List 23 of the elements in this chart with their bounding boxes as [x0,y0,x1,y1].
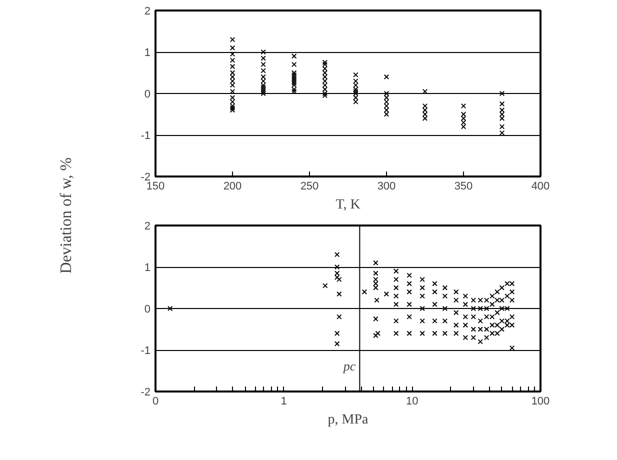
y-tick-label: 0 [144,304,151,316]
ref-line-label: pc [342,358,356,374]
y-tick-label: -1 [140,345,150,357]
y-tick-label: 1 [144,262,151,274]
x-tick-label: 150 [146,180,165,192]
x-tick-label: 400 [531,180,550,192]
x-tick-label: 250 [300,180,319,192]
x-tick-label: 300 [377,180,396,192]
x-tick-label: 200 [223,180,242,192]
y-tick-label: 2 [144,220,151,232]
y-tick-label: 1 [144,47,151,59]
x-axis-title: T, K [336,198,360,212]
y-tick-label: -1 [140,130,150,142]
y-tick-label: 2 [144,6,151,18]
x-axis-title: p, MPa [328,412,370,428]
y-tick-label: 0 [144,88,151,100]
y-tick-label: -2 [140,386,150,398]
y-axis-title: Deviation of w, % [58,157,75,274]
x-tick-label: 100 [531,396,550,408]
x-tick-label: 1 [280,396,287,408]
x-tick-label: 10 [406,396,418,408]
x-tick-label: 0 [152,396,159,408]
x-tick-label: 350 [454,180,473,192]
